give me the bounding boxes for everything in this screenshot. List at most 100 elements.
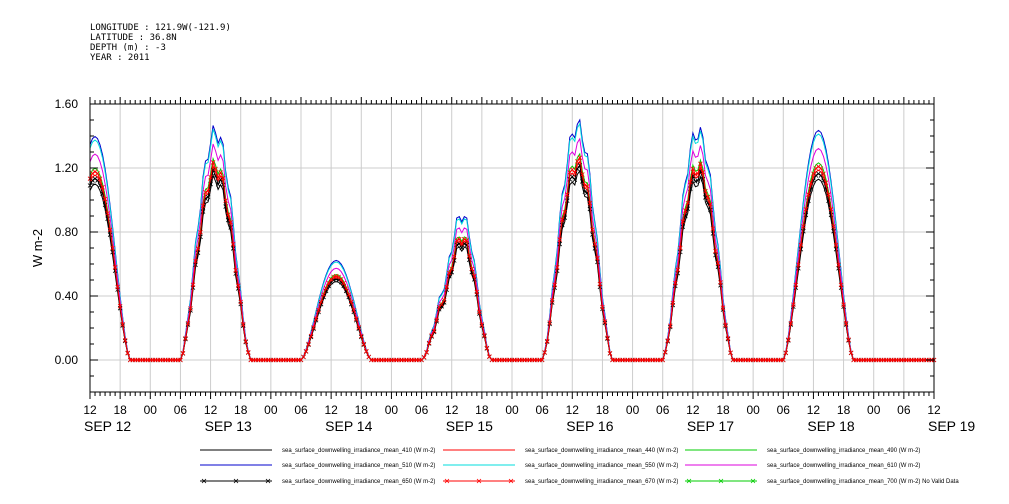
series-marker	[318, 299, 324, 305]
series-marker	[183, 335, 188, 341]
x-hour-label: 00	[867, 403, 881, 417]
x-date-label: SEP 18	[807, 418, 854, 434]
x-date-label: SEP 16	[566, 418, 613, 434]
series-marker	[228, 219, 233, 225]
legend-marker	[444, 478, 450, 484]
series-marker	[781, 357, 786, 363]
series-marker	[122, 337, 128, 343]
series-marker	[308, 333, 314, 339]
series-marker	[811, 171, 816, 177]
series-marker	[203, 190, 208, 195]
series-marker	[215, 175, 221, 180]
legend-label: sea_surface_downwelling_irradiance_mean_…	[525, 463, 678, 469]
series-marker	[444, 284, 449, 290]
series-marker	[597, 281, 603, 287]
series-marker	[728, 350, 733, 355]
legend-marker	[508, 478, 514, 484]
series-marker	[298, 357, 304, 363]
series-marker	[683, 208, 688, 213]
series-marker	[343, 285, 349, 291]
series-marker	[439, 301, 444, 307]
series-marker	[831, 228, 836, 234]
series-marker	[110, 245, 115, 251]
series-marker	[720, 305, 726, 310]
series-marker	[205, 188, 211, 194]
series-marker	[786, 337, 791, 342]
legend-label: sea_surface_downwelling_irradiance_mean_…	[282, 448, 435, 454]
x-hour-label: 12	[445, 403, 459, 417]
series-marker	[572, 177, 578, 183]
series-marker	[446, 270, 452, 276]
series-marker	[552, 282, 557, 288]
series-marker	[484, 345, 490, 351]
series-marker	[670, 300, 676, 306]
legend-marker	[750, 478, 756, 484]
series-marker	[798, 246, 804, 252]
series-marker	[459, 241, 465, 246]
series-marker	[580, 172, 585, 177]
series-marker	[245, 350, 251, 355]
series-marker	[559, 217, 565, 222]
series-marker	[190, 282, 196, 288]
header-longitude: LONGITUDE : 121.9W(-121.9)	[90, 23, 231, 33]
series-marker	[331, 274, 336, 280]
series-marker	[95, 178, 100, 183]
series-marker	[341, 280, 346, 286]
series-marker	[698, 161, 703, 167]
series-marker	[215, 182, 221, 187]
series-marker	[233, 268, 238, 273]
series-marker	[120, 321, 125, 327]
series-marker	[301, 354, 306, 360]
x-date-label: SEP 13	[205, 418, 252, 434]
series-marker	[816, 171, 821, 177]
legend-marker	[201, 478, 207, 484]
series-marker	[306, 341, 311, 347]
x-hour-label: 18	[355, 403, 369, 417]
header-depth: DEPTH (m) : -3	[90, 43, 166, 53]
legend-marker	[476, 478, 482, 484]
header-info: LONGITUDE : 121.9W(-121.9) LATITUDE : 36…	[90, 23, 231, 63]
series-marker	[421, 355, 427, 360]
series-marker	[469, 266, 475, 272]
series-marker	[595, 255, 600, 261]
series-marker	[607, 350, 613, 356]
x-hour-label: 18	[113, 403, 127, 417]
series-marker	[823, 180, 829, 185]
series-marker	[791, 302, 796, 307]
series-marker	[424, 349, 429, 355]
series-marker	[346, 292, 352, 297]
series-marker	[95, 171, 100, 176]
x-hour-label: 06	[897, 403, 911, 417]
series-marker	[311, 325, 316, 330]
series-marker	[487, 354, 492, 359]
series-marker	[178, 357, 183, 363]
legend-label: sea_surface_downwelling_irradiance_mean_…	[767, 463, 920, 469]
series-marker	[798, 242, 804, 248]
series-marker	[451, 254, 457, 259]
series-marker	[678, 245, 683, 251]
series-marker	[198, 229, 203, 235]
series-marker	[793, 282, 799, 288]
series-marker	[710, 231, 716, 236]
series-marker	[97, 176, 103, 182]
series-marker	[125, 350, 130, 356]
x-hour-label: 12	[324, 403, 338, 417]
series-marker	[577, 155, 583, 161]
x-hour-label: 18	[234, 403, 248, 417]
series-marker	[90, 171, 95, 176]
series-marker	[230, 241, 236, 247]
series-marker	[572, 170, 578, 176]
series-marker	[110, 249, 115, 255]
series-marker	[225, 212, 231, 217]
x-hour-label: 18	[716, 403, 730, 417]
series-marker	[600, 304, 605, 310]
series-marker	[456, 236, 462, 242]
series-marker	[836, 262, 841, 268]
series-marker	[828, 206, 834, 212]
x-hour-label: 18	[596, 403, 610, 417]
series-marker	[238, 299, 243, 305]
y-tick-label: 1.20	[55, 161, 79, 175]
series-marker	[695, 171, 701, 176]
series-marker	[693, 179, 698, 184]
series-marker	[557, 237, 563, 242]
